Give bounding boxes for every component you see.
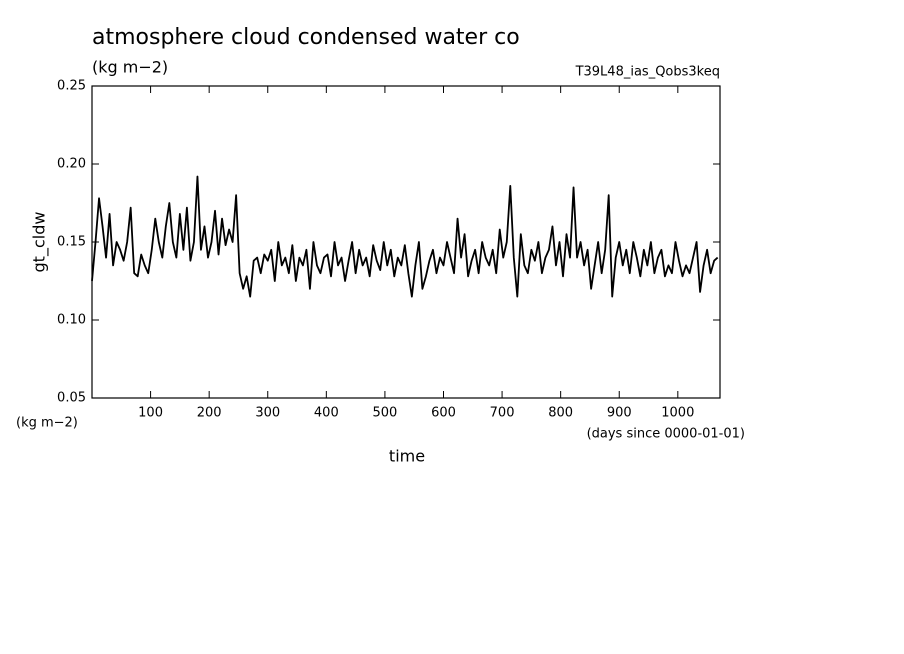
chart-subtitle: (kg m−2) <box>92 58 168 77</box>
y-tick-label: 0.10 <box>57 313 86 328</box>
x-tick-label: 300 <box>255 406 280 421</box>
x-tick-label: 400 <box>314 406 339 421</box>
x-units: (days since 0000-01-01) <box>587 427 745 442</box>
x-tick-label: 100 <box>138 406 163 421</box>
y-tick-label: 0.25 <box>57 79 86 94</box>
y-tick-label: 0.20 <box>57 157 86 172</box>
x-tick-label: 600 <box>431 406 456 421</box>
x-tick-label: 800 <box>548 406 573 421</box>
run-label: T39L48_ias_Qobs3keq <box>575 65 720 80</box>
y-units: (kg m−2) <box>16 416 78 431</box>
x-tick-label: 700 <box>490 406 515 421</box>
y-tick-label: 0.15 <box>57 235 86 250</box>
x-tick-label: 900 <box>607 406 632 421</box>
chart-title: atmosphere cloud condensed water co <box>92 25 520 50</box>
x-tick-label: 1000 <box>661 406 694 421</box>
plot-frame <box>91 85 721 399</box>
x-tick-label: 500 <box>372 406 397 421</box>
data-line <box>91 175 719 298</box>
x-axis-label: time <box>389 447 425 466</box>
x-tick-label: 200 <box>197 406 222 421</box>
y-tick-label: 0.05 <box>57 391 86 406</box>
y-axis-label: gt_cldw <box>30 212 50 273</box>
